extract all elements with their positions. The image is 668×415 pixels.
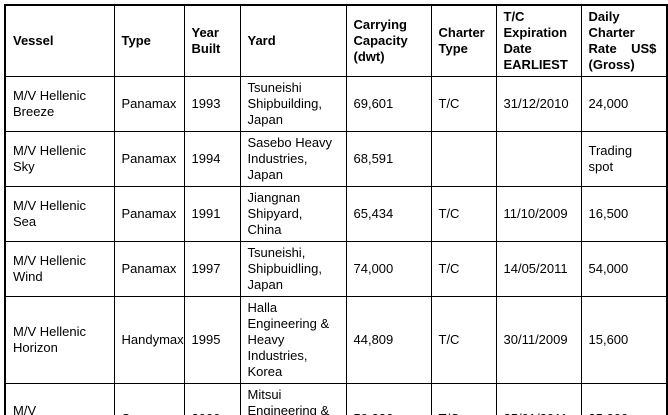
- cell-year-built: 2000: [183, 383, 241, 415]
- cell-tc-expiration: 30/11/2009: [495, 296, 582, 384]
- cell-yard: Jiangnan Shipyard, China: [239, 186, 347, 242]
- cell-year-built: 1991: [183, 186, 241, 242]
- col-header-daily-rate: Daily Charter Rate US$ (Gross): [580, 4, 668, 77]
- cell-type: Panamax: [113, 131, 185, 187]
- cell-tc-expiration: 11/10/2009: [495, 186, 582, 242]
- cell-yard: Halla Engineering & Heavy Industries, Ko…: [239, 296, 347, 384]
- cell-carrying-capacity: 44,809: [345, 296, 432, 384]
- cell-charter-type: T/C: [430, 241, 497, 297]
- header-row: Vessel Type Year Built Yard Carrying Cap…: [4, 4, 668, 77]
- cell-type: Supramax: [113, 383, 185, 415]
- cell-daily-rate: Trading spot: [580, 131, 668, 187]
- cell-vessel: M/V Hellenic Sea: [4, 186, 115, 242]
- cell-daily-rate: 35,000: [580, 383, 668, 415]
- col-header-tc-expiration: T/C Expiration Date EARLIEST: [495, 4, 582, 77]
- cell-year-built: 1993: [183, 76, 241, 132]
- cell-daily-rate: 16,500: [580, 186, 668, 242]
- cell-tc-expiration: 14/05/2011: [495, 241, 582, 297]
- cell-daily-rate: 54,000: [580, 241, 668, 297]
- cell-yard: Mitsui Engineering & Shipbuilding, Japan: [239, 383, 347, 415]
- cell-charter-type: T/C: [430, 383, 497, 415]
- table-row: M/V Hellenic Breeze Panamax 1993 Tsuneis…: [4, 76, 668, 132]
- cell-year-built: 1995: [183, 296, 241, 384]
- cell-vessel: M/V Hellenic Breeze: [4, 76, 115, 132]
- cell-vessel: M/V Hellenic Wind: [4, 241, 115, 297]
- cell-year-built: 1994: [183, 131, 241, 187]
- cell-carrying-capacity: 74,000: [345, 241, 432, 297]
- cell-daily-rate: 15,600: [580, 296, 668, 384]
- cell-daily-rate: 24,000: [580, 76, 668, 132]
- cell-type: Panamax: [113, 241, 185, 297]
- cell-carrying-capacity: 69,601: [345, 76, 432, 132]
- table-row: M/V Hellenic Sky Panamax 1994 Sasebo Hea…: [4, 131, 668, 187]
- cell-carrying-capacity: 65,434: [345, 186, 432, 242]
- cell-charter-type: T/C: [430, 76, 497, 132]
- cell-vessel: M/V Hellenic Horizon: [4, 296, 115, 384]
- col-header-type: Type: [113, 4, 185, 77]
- cell-vessel: M/V Konstantinos D: [4, 383, 115, 415]
- cell-yard: Tsuneishi Shipbuilding, Japan: [239, 76, 347, 132]
- cell-type: Panamax: [113, 76, 185, 132]
- col-header-year-built: Year Built: [183, 4, 241, 77]
- cell-vessel: M/V Hellenic Sky: [4, 131, 115, 187]
- cell-charter-type: [430, 131, 497, 187]
- cell-yard: Tsuneishi, Shipbuidling, Japan: [239, 241, 347, 297]
- cell-carrying-capacity: 68,591: [345, 131, 432, 187]
- table-row: M/V Hellenic Sea Panamax 1991 Jiangnan S…: [4, 186, 668, 242]
- table-row: M/V Hellenic Horizon Handymax 1995 Halla…: [4, 296, 668, 384]
- col-header-charter-type: Charter Type: [430, 4, 497, 77]
- table-row: M/V Konstantinos D Supramax 2000 Mitsui …: [4, 383, 668, 415]
- cell-tc-expiration: 25/01/2011: [495, 383, 582, 415]
- cell-tc-expiration: 31/12/2010: [495, 76, 582, 132]
- cell-type: Handymax: [113, 296, 185, 384]
- col-header-yard: Yard: [239, 4, 347, 77]
- cell-charter-type: T/C: [430, 296, 497, 384]
- cell-year-built: 1997: [183, 241, 241, 297]
- col-header-vessel: Vessel: [4, 4, 115, 77]
- cell-type: Panamax: [113, 186, 185, 242]
- table-row: M/V Hellenic Wind Panamax 1997 Tsuneishi…: [4, 241, 668, 297]
- cell-yard: Sasebo Heavy Industries, Japan: [239, 131, 347, 187]
- fleet-table: Vessel Type Year Built Yard Carrying Cap…: [4, 4, 668, 415]
- col-header-carrying-capacity: Carrying Capacity (dwt): [345, 4, 432, 77]
- cell-tc-expiration: [495, 131, 582, 187]
- cell-charter-type: T/C: [430, 186, 497, 242]
- cell-carrying-capacity: 50,326: [345, 383, 432, 415]
